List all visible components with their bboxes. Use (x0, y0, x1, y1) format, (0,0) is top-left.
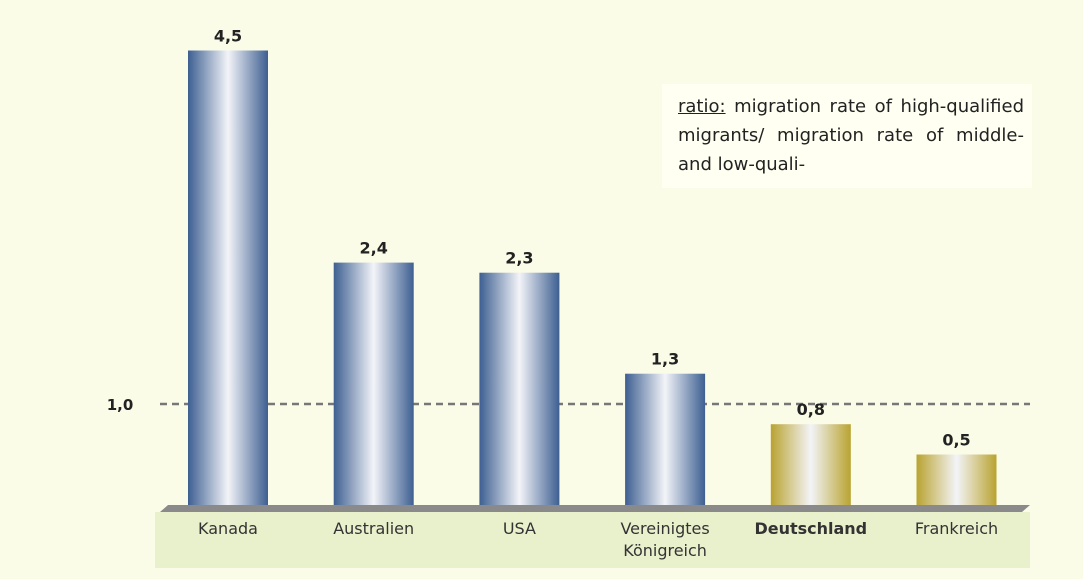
bar (333, 262, 414, 505)
annotation: ratio: migration rate of high-qualified … (662, 84, 1032, 188)
x-tick-label: Deutschland (754, 519, 868, 538)
reference-label: 1,0 (107, 396, 134, 414)
bar (625, 373, 706, 505)
value-label: 2,3 (505, 249, 533, 268)
bar (916, 454, 997, 505)
x-tick-label: Frankreich (914, 519, 999, 538)
value-label: 0,5 (942, 431, 970, 450)
floor (160, 505, 1030, 512)
x-tick-label: Australien (333, 519, 415, 538)
bar (770, 424, 851, 505)
annotation-term: ratio: (678, 96, 726, 117)
x-tick-label: Kanada (198, 519, 258, 538)
annotation-text: migration rate of high-qualified migrant… (678, 96, 1024, 175)
bar (479, 272, 560, 505)
x-tick-label: Vereinigtes Königreich (620, 519, 710, 560)
value-label: 1,3 (651, 350, 679, 369)
value-label: 0,8 (797, 400, 825, 419)
value-label: 4,5 (214, 27, 242, 46)
x-tick-label: USA (502, 519, 536, 538)
value-label: 2,4 (360, 239, 388, 258)
bar (188, 50, 268, 505)
label-band (155, 512, 1030, 568)
